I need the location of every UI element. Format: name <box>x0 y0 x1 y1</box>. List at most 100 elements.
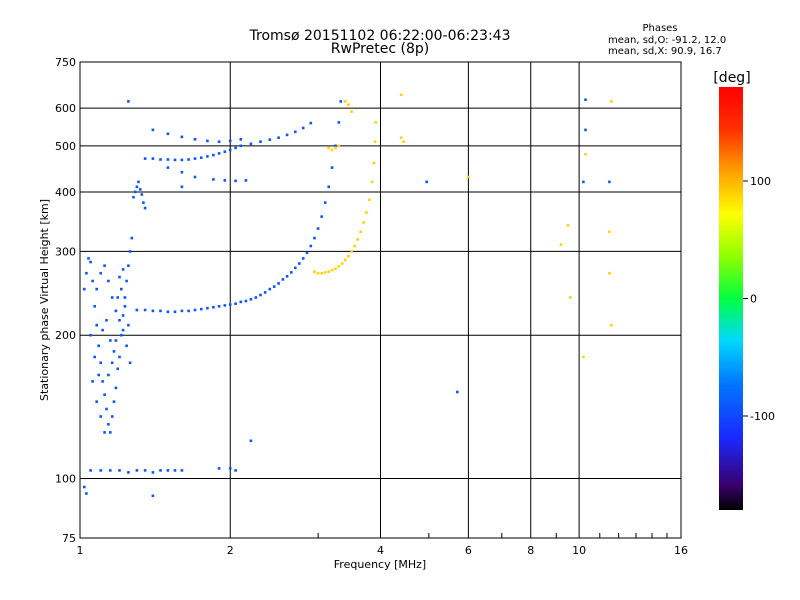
data-point-o <box>268 138 272 141</box>
data-point-o <box>120 333 123 337</box>
data-point-o <box>298 262 301 265</box>
data-point-o <box>200 156 203 159</box>
data-point-o <box>294 266 297 270</box>
data-point-x <box>347 255 350 258</box>
data-point-o <box>234 146 237 150</box>
data-point-o <box>259 293 262 297</box>
data-point-x <box>610 100 613 103</box>
data-point-o <box>272 285 276 288</box>
data-point-o <box>277 282 280 285</box>
data-point-o <box>130 236 134 240</box>
data-point-x <box>608 230 611 233</box>
data-point-x <box>372 161 376 165</box>
data-point-o <box>239 138 243 141</box>
data-point-o <box>212 178 215 181</box>
x-axis-ticks: 1 2 4 6 8 10 16 <box>77 533 688 557</box>
data-point-o <box>301 257 305 260</box>
data-point-o <box>239 300 243 304</box>
data-point-o <box>91 380 94 383</box>
data-point-o <box>114 339 118 342</box>
y-tick-label: 750 <box>55 56 76 69</box>
data-point-o <box>132 195 135 199</box>
data-point-o <box>263 291 267 294</box>
data-point-o <box>118 469 121 472</box>
data-point-o <box>85 271 88 275</box>
data-point-o <box>110 361 114 365</box>
data-point-o <box>180 185 184 189</box>
data-point-o <box>228 303 232 306</box>
data-point-o <box>180 170 184 174</box>
y-tick-label: 600 <box>55 102 76 115</box>
data-point-o <box>133 190 137 194</box>
data-point-o <box>180 135 184 139</box>
data-point-o <box>309 244 313 248</box>
grid-lines <box>80 62 681 538</box>
data-point-o <box>121 268 125 271</box>
data-point-x <box>368 198 371 202</box>
colorbar-tick-label: 100 <box>750 175 771 188</box>
data-point-o <box>223 179 227 182</box>
data-point-o <box>217 305 221 308</box>
plot-frame <box>79 61 682 539</box>
x-tick-label: 4 <box>377 544 384 557</box>
phases-stats-o: mean, sd,O: -91.2, 12.0 <box>608 35 726 46</box>
data-point-o <box>180 309 184 313</box>
data-point-o <box>120 287 123 291</box>
data-point-o <box>337 121 341 124</box>
y-tick-label: 100 <box>55 473 76 486</box>
data-point-o <box>137 180 140 184</box>
data-point-o <box>87 257 90 260</box>
y-tick-label: 75 <box>62 532 76 545</box>
data-point-o <box>330 166 334 169</box>
data-point-o <box>97 373 100 377</box>
data-point-o <box>259 140 262 143</box>
x-tick-label: 10 <box>572 544 586 557</box>
data-point-o <box>99 361 102 365</box>
data-point-o <box>103 431 106 434</box>
data-point-x <box>566 224 570 227</box>
data-point-o <box>166 132 170 136</box>
data-point-o <box>254 296 258 299</box>
data-point-o <box>217 152 221 155</box>
data-point-x <box>320 271 323 275</box>
data-point-o <box>142 201 145 204</box>
data-point-o <box>223 304 227 307</box>
data-point-o <box>128 361 132 365</box>
data-point-o <box>608 180 611 184</box>
data-point-x <box>353 244 356 248</box>
data-point-o <box>159 158 162 161</box>
x-axis-label: Frequency [MHz] <box>334 558 426 571</box>
data-point-o <box>212 153 215 157</box>
data-point-o <box>323 201 327 204</box>
data-point-x <box>330 148 334 152</box>
y-tick-label: 400 <box>55 186 76 199</box>
data-point-x <box>323 271 327 274</box>
data-point-o <box>228 148 232 152</box>
data-point-o <box>101 328 104 332</box>
data-point-o <box>456 390 459 394</box>
data-point-o <box>217 140 221 143</box>
data-point-o <box>85 492 88 495</box>
data-point-o <box>309 121 313 125</box>
data-point-o <box>107 423 110 426</box>
data-point-o <box>95 400 98 403</box>
data-point-o <box>121 314 125 317</box>
data-point-x <box>316 271 320 275</box>
data-point-o <box>151 128 155 132</box>
data-point-o <box>228 467 232 470</box>
data-point-o <box>217 467 221 470</box>
data-point-o <box>83 485 86 489</box>
data-point-o <box>138 188 142 191</box>
data-point-o <box>249 439 253 443</box>
data-point-o <box>584 98 587 101</box>
data-point-o <box>313 236 316 240</box>
data-point-o <box>244 179 248 182</box>
phases-stats-x: mean, sd,X: 90.9, 16.7 <box>608 46 722 57</box>
data-point-o <box>112 350 116 353</box>
data-point-o <box>166 469 170 472</box>
data-point-x <box>337 144 341 148</box>
data-point-o <box>285 275 289 278</box>
data-point-x <box>330 268 334 272</box>
data-point-o <box>281 278 285 281</box>
